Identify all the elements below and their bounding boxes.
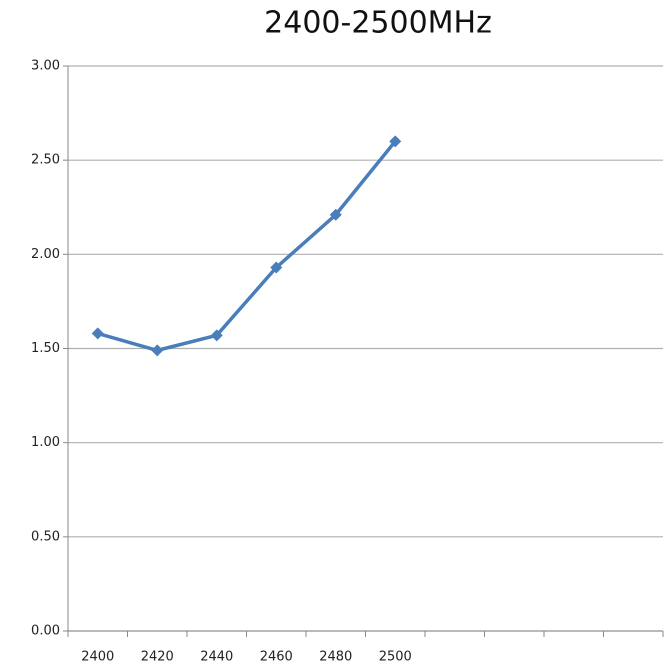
chart-title: 2400-2500MHz (264, 6, 492, 41)
data-point (270, 261, 283, 274)
y-tick-label: 2.50 (31, 153, 60, 168)
data-point (329, 208, 342, 221)
x-tick-label: 2420 (141, 650, 174, 665)
x-tick-label: 2460 (260, 650, 293, 665)
series-line (97, 140, 397, 353)
y-tick-label: 1.00 (31, 435, 60, 450)
data-point (91, 327, 104, 340)
y-tick-label: 1.50 (31, 341, 60, 356)
data-point (151, 344, 164, 357)
y-tick-label: 0.50 (31, 529, 60, 544)
x-tick-label: 2480 (319, 650, 352, 665)
x-tick-label: 2500 (379, 650, 412, 665)
y-tick-label: 3.00 (31, 59, 60, 74)
data-point (210, 329, 223, 342)
x-tick-label: 2400 (81, 650, 114, 665)
x-tick-label: 2440 (200, 650, 233, 665)
data-point (389, 135, 402, 148)
y-tick-label: 2.00 (31, 247, 60, 262)
y-tick-label: 0.00 (31, 624, 60, 639)
